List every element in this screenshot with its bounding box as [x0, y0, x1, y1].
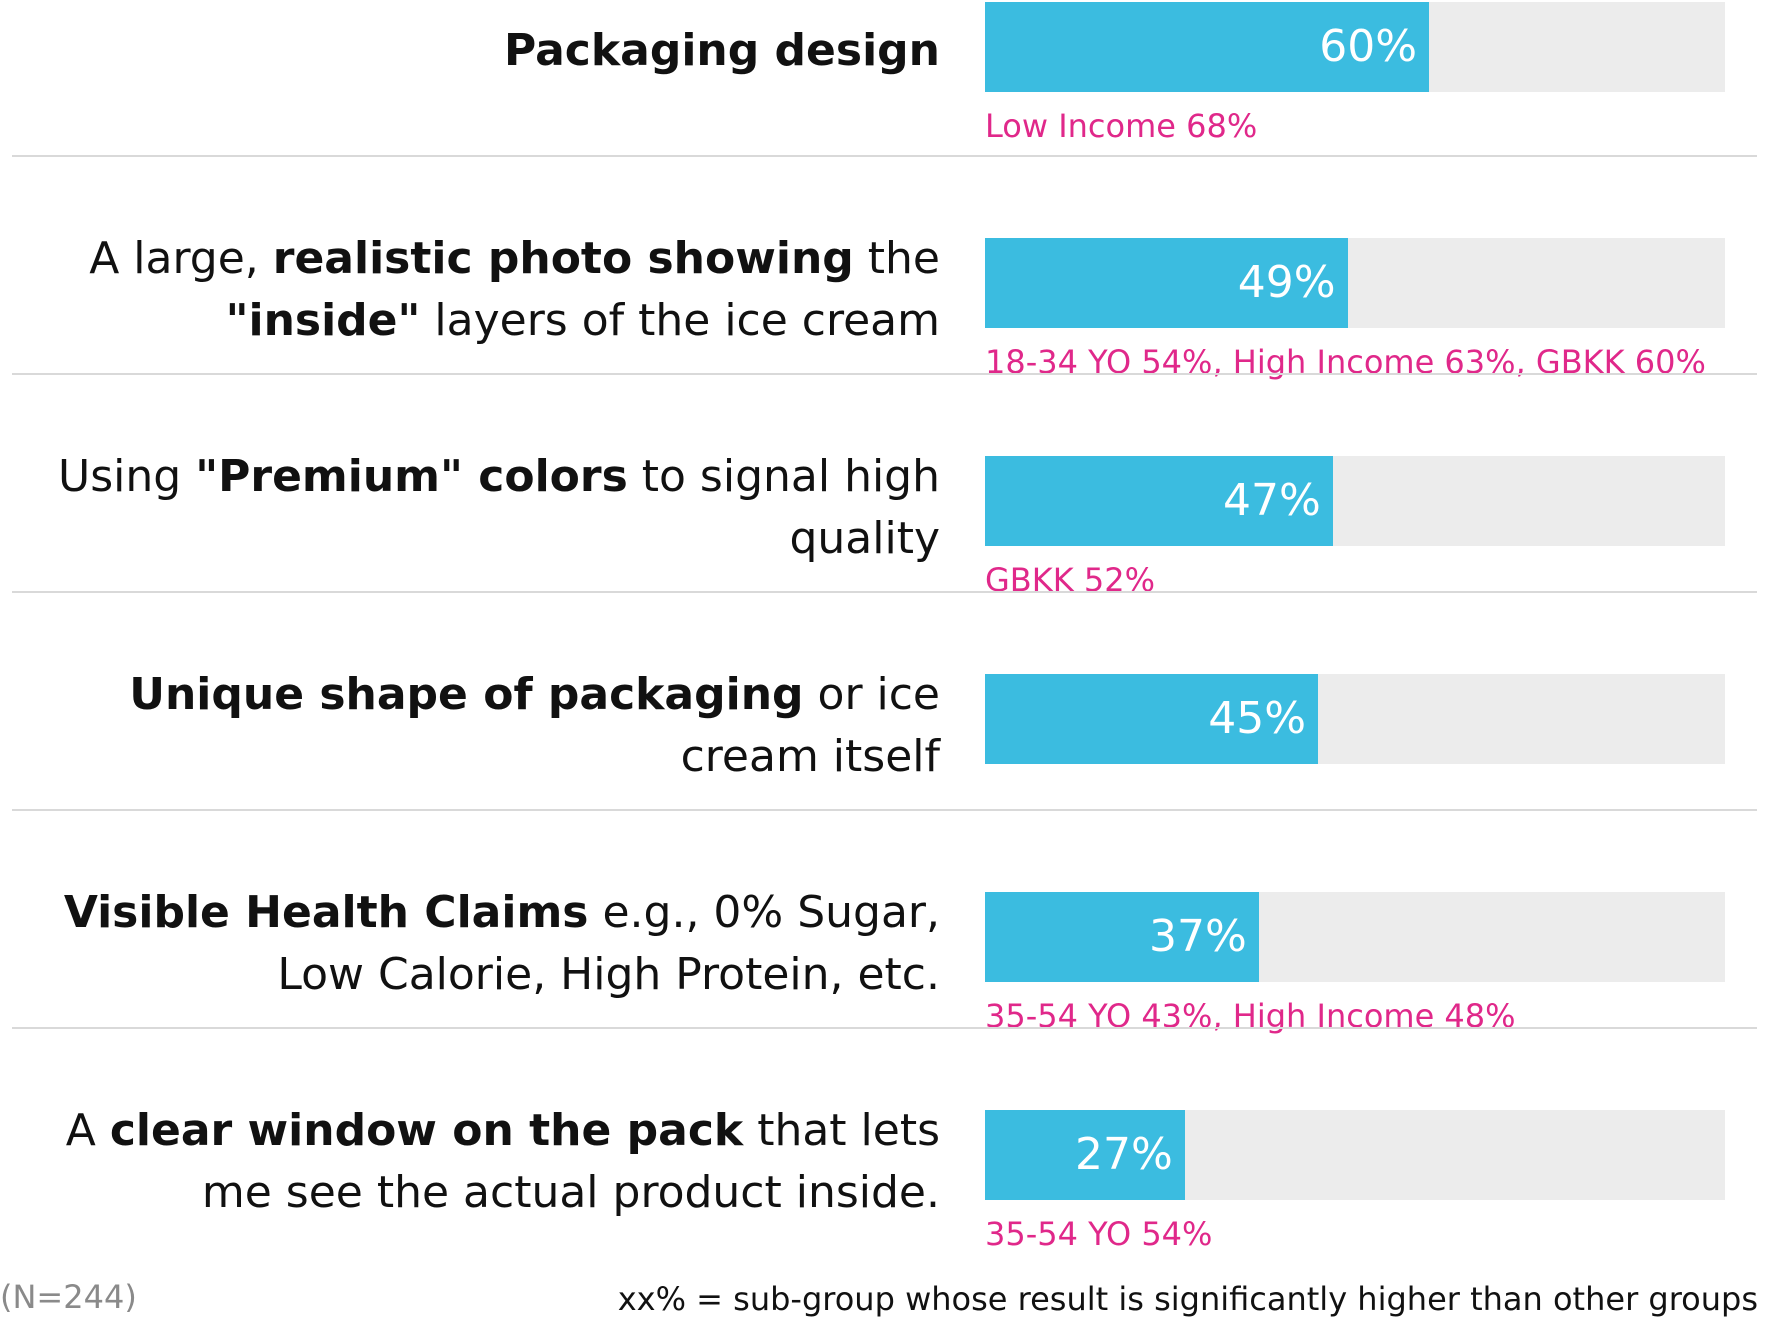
chart-row: Using "Premium" colors to signal high qua…	[0, 436, 1770, 654]
category-label: Packaging design	[10, 20, 940, 82]
bar: 37%	[985, 892, 1259, 982]
category-label: Visible Health Claims e.g., 0% Sugar, Low…	[10, 882, 940, 1006]
category-label-line: Packaging design	[10, 20, 940, 82]
row-divider	[12, 373, 1757, 375]
row-divider	[12, 1027, 1757, 1029]
category-label-line: Low Calorie, High Protein, etc.	[10, 944, 940, 1006]
chart-row: Packaging design 60% Low Income 68%	[0, 0, 1770, 218]
significance-key-note: xx% = sub-group whose result is signific…	[617, 1280, 1758, 1318]
bar-value-label: 60%	[1319, 21, 1417, 72]
category-label: Unique shape of packaging or ice cream it…	[10, 664, 940, 788]
chart-row: A large, realistic photo showing the "ins…	[0, 218, 1770, 436]
bar-track: 37%	[985, 892, 1725, 982]
subgroup-label: 35-54 YO 43%, High Income 48%	[985, 997, 1516, 1035]
category-label-line: Unique shape of packaging or ice	[10, 664, 940, 726]
category-label-line: Visible Health Claims e.g., 0% Sugar,	[10, 882, 940, 944]
subgroup-label: GBKK 52%	[985, 561, 1156, 599]
category-label-bold-text: "Premium" colors	[195, 451, 628, 502]
chart-row: Visible Health Claims e.g., 0% Sugar, Low…	[0, 872, 1770, 1090]
bar-value-label: 47%	[1223, 475, 1321, 526]
category-label-bold-text: "inside"	[225, 295, 421, 346]
subgroup-label: Low Income 68%	[985, 107, 1258, 145]
category-label-bold-text: Unique shape of packaging	[129, 669, 804, 720]
bar-track: 60%	[985, 2, 1725, 92]
category-label-bold-text: clear window on the pack	[109, 1105, 744, 1156]
row-divider	[12, 155, 1757, 157]
bar-value-label: 37%	[1149, 911, 1247, 962]
bar-track: 49%	[985, 238, 1725, 328]
category-label-text: quality	[789, 513, 940, 564]
category-label-line: A clear window on the pack that lets	[10, 1100, 940, 1162]
category-label: Using "Premium" colors to signal high qua…	[10, 446, 940, 570]
bar: 49%	[985, 238, 1348, 328]
sample-size-note: (N=244)	[0, 1278, 137, 1316]
bar-track: 27%	[985, 1110, 1725, 1200]
category-label-text: or ice	[803, 669, 940, 720]
category-label-line: quality	[10, 508, 940, 570]
bar: 47%	[985, 456, 1333, 546]
category-label-text: me see the actual product inside.	[201, 1167, 940, 1218]
category-label-line: cream itself	[10, 726, 940, 788]
subgroup-label: 35-54 YO 54%	[985, 1215, 1213, 1253]
category-label-text: cream itself	[680, 731, 940, 782]
category-label-text: layers of the ice cream	[420, 295, 940, 346]
category-label: A clear window on the pack that lets me s…	[10, 1100, 940, 1224]
category-label-text: A large,	[89, 233, 273, 284]
category-label-line: Using "Premium" colors to signal high	[10, 446, 940, 508]
chart-row: Unique shape of packaging or ice cream it…	[0, 654, 1770, 872]
category-label-bold-text: realistic photo showing	[272, 233, 854, 284]
category-label-line: "inside" layers of the ice cream	[10, 290, 940, 352]
bar: 27%	[985, 1110, 1185, 1200]
category-label-text: Low Calorie, High Protein, etc.	[277, 949, 940, 1000]
category-label-text: Using	[58, 451, 196, 502]
chart-row: A clear window on the pack that lets me s…	[0, 1090, 1770, 1308]
category-label-text: to signal high	[627, 451, 940, 502]
bar-value-label: 45%	[1208, 693, 1306, 744]
category-label-text: e.g., 0% Sugar,	[588, 887, 940, 938]
row-divider	[12, 591, 1757, 593]
bar-value-label: 49%	[1237, 257, 1336, 308]
bar-track: 47%	[985, 456, 1725, 546]
category-label-bold-text: Visible Health Claims	[63, 887, 589, 938]
category-label-line: me see the actual product inside.	[10, 1162, 940, 1224]
category-label-line: A large, realistic photo showing the	[10, 228, 940, 290]
bar-track: 45%	[985, 674, 1725, 764]
bar: 60%	[985, 2, 1429, 92]
bar-value-label: 27%	[1075, 1129, 1173, 1180]
row-divider	[12, 809, 1757, 811]
bar: 45%	[985, 674, 1318, 764]
category-label: A large, realistic photo showing the "ins…	[10, 228, 940, 352]
category-label-text: the	[853, 233, 940, 284]
subgroup-label: 18-34 YO 54%, High Income 63%, GBKK 60%	[985, 343, 1706, 381]
category-label-text: A	[65, 1105, 110, 1156]
category-label-text: that lets	[743, 1105, 940, 1156]
category-label-bold-text: Packaging design	[504, 25, 940, 76]
